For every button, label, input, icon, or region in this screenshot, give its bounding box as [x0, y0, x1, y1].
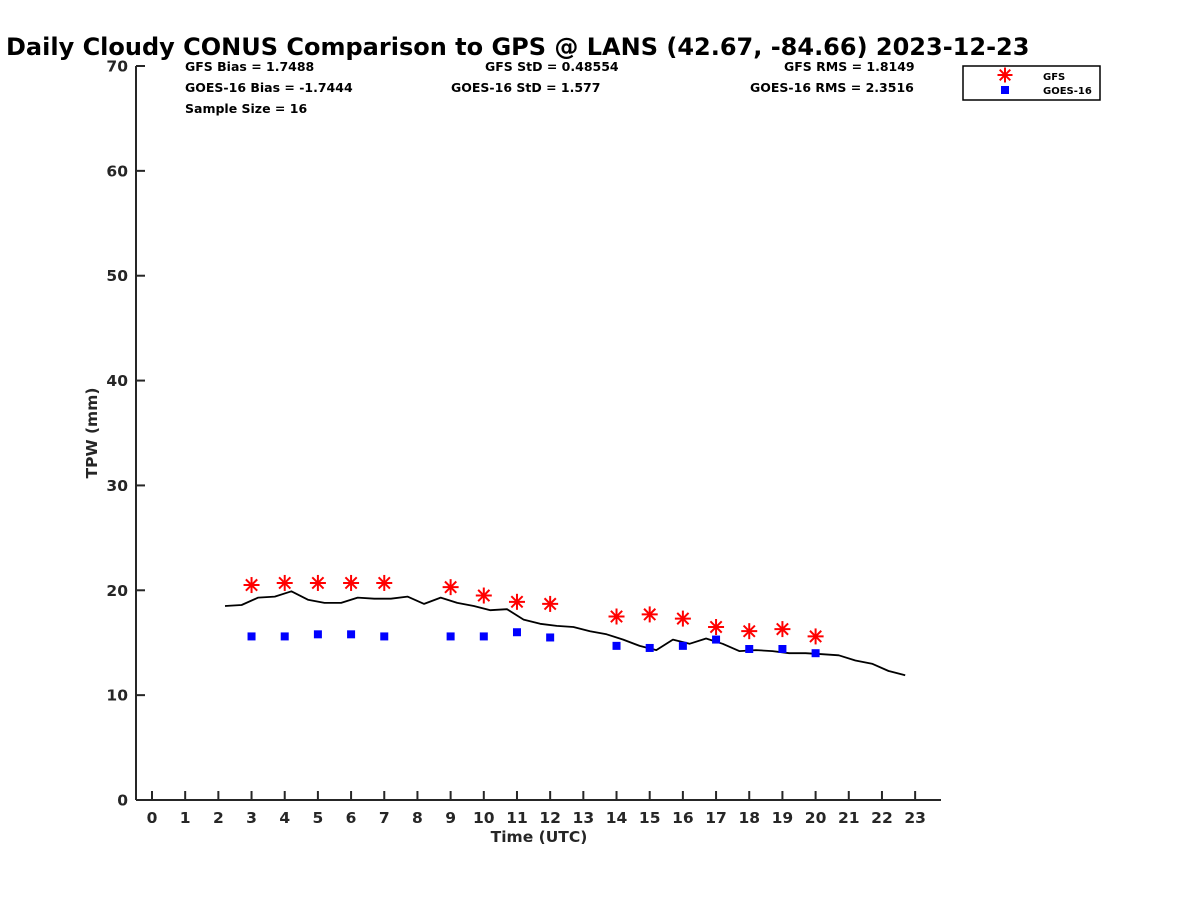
legend: GFS GOES-16: [962, 65, 1101, 101]
x-tick-label: 4: [279, 809, 290, 827]
stats-block: GFS Bias = 1.7488 GFS StD = 0.48554 GFS …: [185, 59, 915, 116]
y-tick-label: 0: [117, 792, 128, 810]
gfs-point: [807, 628, 824, 645]
gfs-bias-stat: GFS Bias = 1.7488: [185, 59, 314, 74]
goes-point: [313, 630, 322, 639]
gfs-std-stat: GFS StD = 0.48554: [485, 59, 619, 74]
chart-title: Daily Cloudy CONUS Comparison to GPS @ L…: [6, 33, 1029, 61]
y-tick-label: 70: [106, 58, 128, 76]
x-tick-label: 11: [506, 809, 528, 827]
y-axis-label: TPW (mm): [83, 388, 101, 479]
gfs-point: [674, 610, 691, 627]
x-tick-label: 12: [539, 809, 561, 827]
gfs-point: [276, 574, 293, 591]
legend-gfs-asterisk: [997, 67, 1013, 83]
y-tick-label: 40: [106, 372, 128, 390]
gfs-point: [508, 593, 525, 610]
x-tick-label: 18: [738, 809, 760, 827]
goes-point: [612, 641, 621, 650]
gfs-point: [343, 574, 360, 591]
x-tick-label: 19: [772, 809, 794, 827]
goes-point: [280, 632, 289, 641]
goes-point: [645, 643, 654, 652]
gfs-point: [608, 608, 625, 625]
gfs-point: [309, 574, 326, 591]
x-tick-label: 10: [473, 809, 495, 827]
x-tick-label: 23: [904, 809, 926, 827]
y-tick-label: 60: [106, 162, 128, 180]
goes-point: [512, 628, 521, 637]
y-tick-label: 50: [106, 267, 128, 285]
x-tick-label: 5: [313, 809, 324, 827]
goes-rms-stat: GOES-16 RMS = 2.3516: [750, 80, 914, 95]
goes-point: [712, 635, 721, 644]
legend-gfs-marker: [997, 67, 1013, 83]
x-tick-label: 20: [805, 809, 827, 827]
goes-point: [745, 645, 754, 654]
x-tick-label: 13: [573, 809, 595, 827]
sample-size-stat: Sample Size = 16: [185, 101, 307, 116]
x-tick-label: 3: [246, 809, 257, 827]
x-tick-label: 9: [445, 809, 456, 827]
x-tick-label: 22: [871, 809, 893, 827]
x-tick-label: 14: [606, 809, 628, 827]
goes-point: [479, 632, 488, 641]
x-tick-label: 8: [412, 809, 423, 827]
goes-std-stat: GOES-16 StD = 1.577: [451, 80, 600, 95]
gfs-point: [376, 574, 393, 591]
legend-goes-marker: [1001, 86, 1009, 94]
x-tick-label: 0: [147, 809, 158, 827]
legend-gfs-label: GFS: [1043, 72, 1065, 83]
x-tick-label: 7: [379, 809, 390, 827]
y-tick-label: 10: [106, 687, 128, 705]
legend-goes-label: GOES-16: [1043, 86, 1092, 97]
gfs-point: [741, 623, 758, 640]
x-tick-label: 21: [838, 809, 860, 827]
gfs-point: [542, 595, 559, 612]
x-tick-label: 17: [705, 809, 727, 827]
gfs-point: [475, 587, 492, 604]
x-axis-label: Time (UTC): [491, 828, 588, 846]
goes-point: [678, 641, 687, 650]
gfs-point: [708, 618, 725, 635]
goes-point: [347, 630, 356, 639]
gps-line: [224, 590, 906, 677]
gfs-point: [442, 579, 459, 596]
x-tick-label: 16: [672, 809, 694, 827]
goes-point: [380, 632, 389, 641]
goes-bias-stat: GOES-16 Bias = -1.7444: [185, 80, 353, 95]
goes-point: [247, 632, 256, 641]
x-tick-label: 2: [213, 809, 224, 827]
goes-point: [546, 633, 555, 642]
gfs-rms-stat: GFS RMS = 1.8149: [784, 59, 915, 74]
x-tick-label: 1: [180, 809, 191, 827]
goes-point: [778, 645, 787, 654]
goes-point: [811, 649, 820, 658]
gfs-point: [774, 621, 791, 638]
gfs-point: [243, 577, 260, 594]
x-tick-label: 6: [346, 809, 357, 827]
y-tick-label: 30: [106, 477, 128, 495]
y-tick-label: 20: [106, 582, 128, 600]
gfs-point: [641, 606, 658, 623]
legend-box: [962, 65, 1101, 101]
goes-point: [446, 632, 455, 641]
x-tick-label: 15: [639, 809, 661, 827]
